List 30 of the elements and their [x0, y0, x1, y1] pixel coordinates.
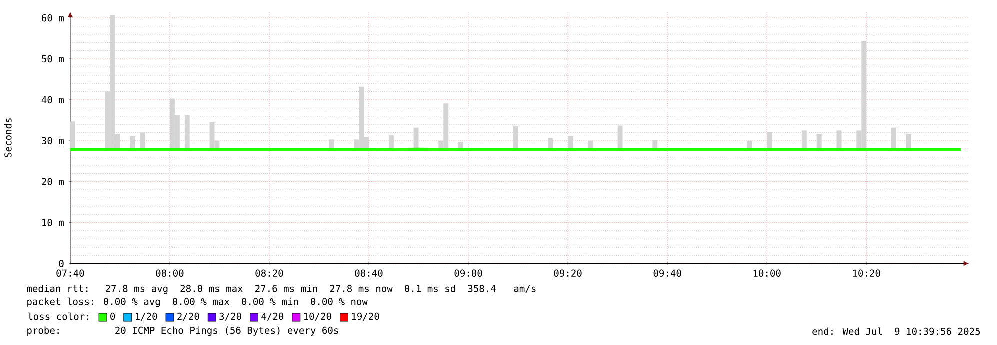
legend-label: 19/20	[352, 312, 380, 321]
y-tick-label: 0	[59, 260, 64, 268]
text: probe: 20 ICMP Echo Pings (56 Bytes) every 60s	[28, 326, 338, 336]
x-tick-label: 08:40	[355, 270, 383, 277]
y-tick-label: 40 m	[42, 96, 64, 104]
legend-label: 3/20	[220, 312, 242, 321]
text: end: Wed Jul 9 10:39:56 2025	[812, 328, 980, 335]
y-tick-label: 30 m	[42, 137, 64, 144]
y-tick-label: 20 m	[42, 178, 64, 186]
x-tick-label: 10:00	[754, 270, 781, 277]
legend-label: 4/20	[262, 312, 284, 321]
text: packet loss: 0.00 % avg 0.00 % max 0.00 % min 0.00 % now	[28, 298, 368, 308]
y-tick-label: 10 m	[42, 219, 64, 226]
y-tick-label: 60 m	[42, 14, 64, 22]
bar	[70, 121, 76, 151]
x-tick-label: 09:40	[654, 270, 682, 277]
x-tick-label: 07:40	[56, 270, 84, 277]
x-tick-label: 09:00	[454, 270, 482, 277]
legend-label: 0	[110, 312, 116, 320]
legend-label: 1/20	[136, 312, 158, 321]
legend-label: 2/20	[178, 312, 200, 321]
legend-label: 10/20	[304, 312, 332, 321]
x-tick-label: 09:20	[554, 270, 582, 277]
x-tick-label: 10:20	[853, 270, 880, 277]
y-axis-title: Seconds	[4, 118, 12, 158]
legend-title: loss color:	[28, 312, 89, 320]
text: median rtt: 27.8 ms avg 28.0 ms max 27.6 ms min 27.8 ms now 0.1 ms sd 358.4 am/s	[27, 284, 536, 294]
x-tick-label: 08:00	[156, 270, 184, 277]
x-tick-label: 08:20	[256, 270, 284, 277]
y-tick-label: 50 m	[42, 55, 64, 62]
